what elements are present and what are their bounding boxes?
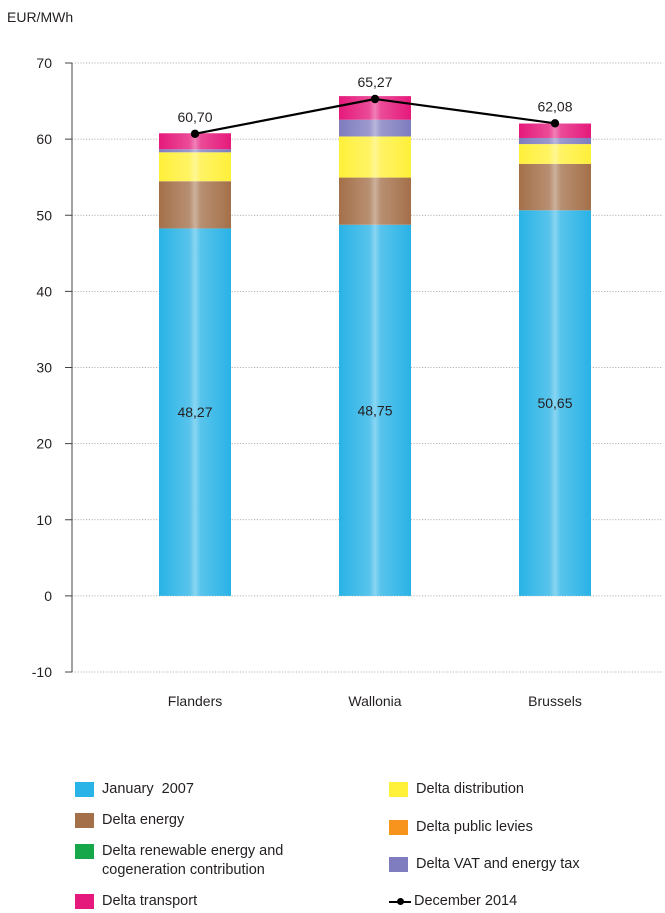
y-tick-label: -10 — [32, 664, 52, 680]
bar-value-label: 50,65 — [537, 395, 572, 411]
x-category-label: Brussels — [528, 693, 582, 709]
line-point — [370, 94, 380, 104]
line-value-label: 60,70 — [177, 109, 212, 125]
x-category-label: Wallonia — [348, 693, 401, 709]
y-tick-label: 40 — [36, 283, 52, 299]
bar-highlight — [519, 123, 591, 596]
y-tick-label: 50 — [36, 207, 52, 223]
y-tick-label: 20 — [36, 436, 52, 452]
y-tick-label: 10 — [36, 512, 52, 528]
y-tick-label: 60 — [36, 131, 52, 147]
y-tick-label: 70 — [36, 55, 52, 71]
y-tick-label: 30 — [36, 360, 52, 376]
line-point — [190, 129, 200, 138]
line-point — [550, 119, 560, 128]
y-tick-label: 0 — [44, 588, 52, 604]
bar-value-label: 48,75 — [357, 402, 392, 418]
bar-highlight — [159, 133, 231, 596]
bar-value-label: 48,27 — [177, 404, 212, 420]
line-value-label: 65,27 — [357, 74, 392, 90]
x-category-label: Flanders — [168, 693, 222, 709]
y-axis-unit-label: EUR/MWh — [7, 9, 73, 25]
line-value-label: 62,08 — [537, 98, 572, 114]
bar-highlight — [339, 96, 411, 596]
